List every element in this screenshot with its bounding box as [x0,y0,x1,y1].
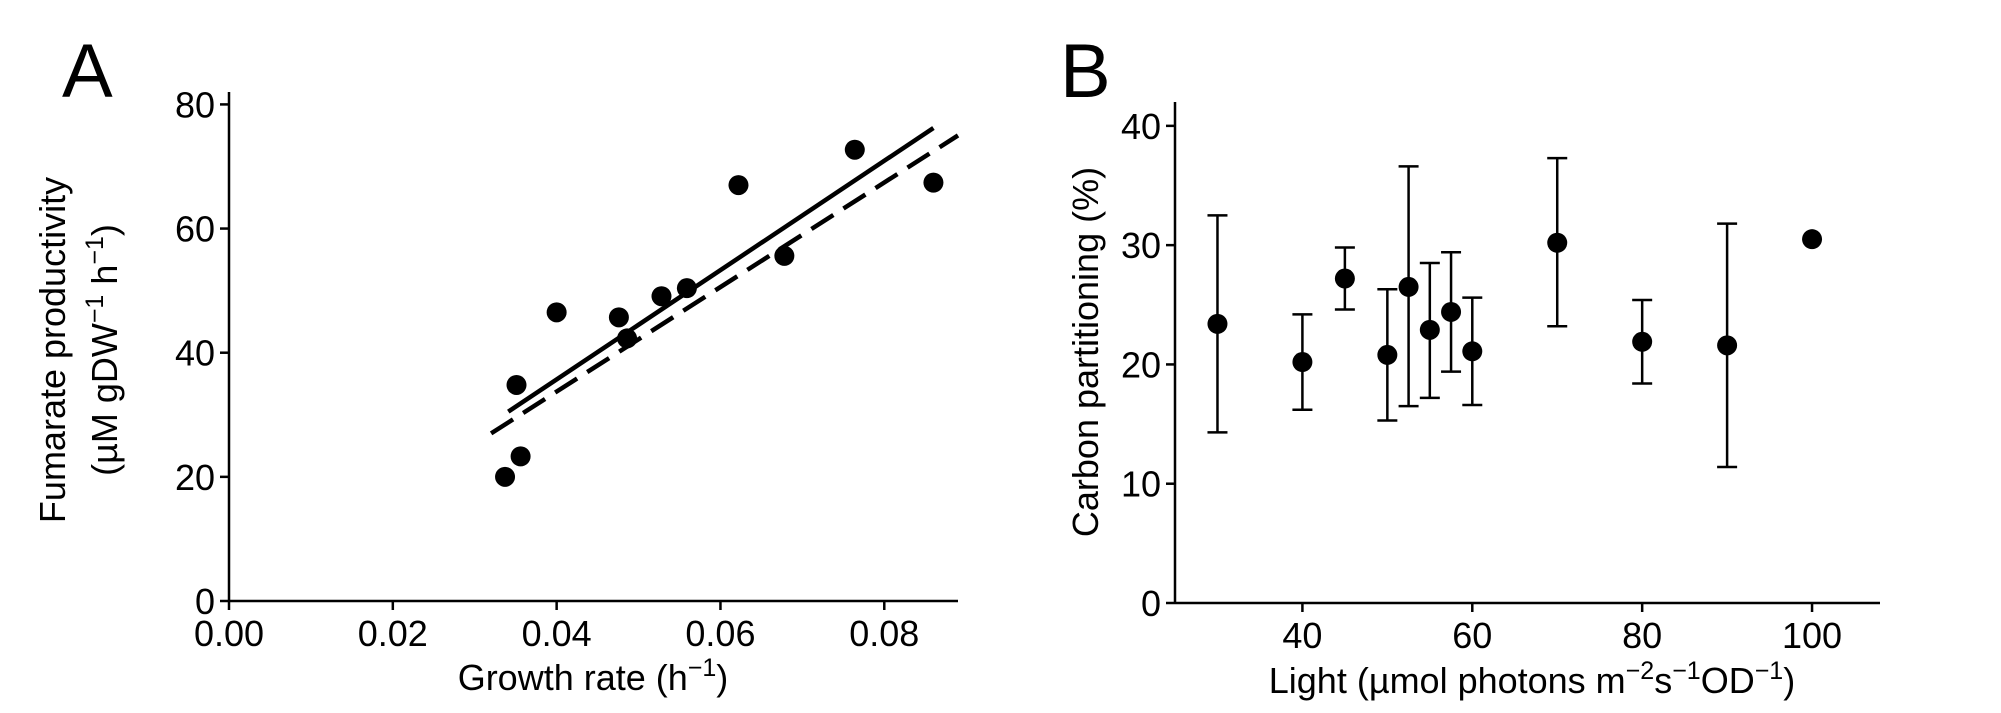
data-point [1802,229,1823,250]
data-point [1547,232,1568,253]
panel-b-xlabel-sup1: −2 [1626,657,1655,685]
data-point [651,286,672,307]
x-tick-label: 80 [1622,615,1662,656]
data-point [1717,335,1738,356]
panel-a-y-ticks: 0 20 40 60 80 [175,84,229,622]
data-point [510,446,531,467]
panel-a-y-axis-title-line2: (µM gDW−1 h−1) [81,224,125,476]
data-point [506,374,527,395]
y-tick-label: 40 [1121,106,1161,147]
data-point [495,466,516,487]
data-point [923,172,944,193]
x-tick-label: 100 [1782,615,1842,656]
panel-b-xlabel-d: ) [1783,660,1795,701]
data-point [1632,331,1653,352]
panel-a-fit-lines [489,126,960,436]
panel-b-xlabel-sup2: −1 [1672,657,1701,685]
x-tick-label: 40 [1282,615,1322,656]
panel-a-axes [227,92,958,603]
panel-a-xlabel-sup: −1 [688,654,717,682]
x-tick-label: 0.06 [685,613,755,654]
panel-b-points [1207,229,1823,373]
x-tick-label: 0.00 [194,613,264,654]
x-tick-label: 60 [1452,615,1492,656]
panel-a-xlabel-close: ) [716,657,728,698]
panel-a-y-axis-title-line1: Fumarate productivity [32,177,73,523]
data-point [1419,319,1440,340]
y-tick-label: 10 [1121,464,1161,505]
x-tick-label: 0.02 [358,613,428,654]
panel-b-error-bars [1207,156,1738,469]
y-tick-label: 80 [175,84,215,125]
data-point [1462,341,1483,362]
y-tick-label: 0 [1141,583,1161,624]
x-tick-label: 0.08 [849,613,919,654]
data-point [1207,313,1228,334]
y-tick-label: 20 [1121,344,1161,385]
y-tick-label: 0 [195,581,215,622]
panel-b: B 40 60 80 100 0 10 20 30 40 Light (µmol photon… [1060,29,1880,701]
panel-a: A 0.00 0.02 0.04 0.06 0.08 0 20 40 60 80 Growth … [32,29,960,698]
panel-a-letter: A [62,29,113,114]
data-point [676,278,697,299]
panel-b-letter: B [1060,29,1111,114]
y-tick-label: 30 [1121,225,1161,266]
panel-a-x-ticks: 0.00 0.02 0.04 0.06 0.08 [194,601,919,654]
data-point [774,245,795,266]
panel-a-ylabel-c: ) [84,224,125,236]
dashed-fit-line [489,133,960,436]
panel-a-ylabel-a: (µM gDW [84,323,125,476]
panel-b-axes [1173,102,1880,605]
solid-fit-line [507,126,935,414]
data-point [1292,352,1313,373]
data-point [1377,344,1398,365]
panel-b-y-axis-title: Carbon partitioning (%) [1065,167,1106,537]
panel-b-x-axis-title: Light (µmol photons m−2s−1OD−1) [1269,657,1795,701]
panel-b-y-ticks: 0 10 20 30 40 [1121,106,1175,624]
panel-b-xlabel-sup3: −1 [1755,657,1784,685]
data-point [608,307,629,328]
x-tick-label: 0.04 [522,613,592,654]
panel-b-xlabel-a: Light (µmol photons m [1269,660,1626,701]
data-point [1398,276,1419,297]
data-point [728,175,749,196]
data-point [546,302,567,323]
y-tick-label: 40 [175,333,215,374]
y-tick-label: 60 [175,209,215,250]
y-tick-label: 20 [175,457,215,498]
data-point [844,139,865,160]
panel-a-x-axis-title: Growth rate (h−1) [458,654,729,698]
panel-a-points [495,139,944,487]
panel-b-xlabel-c: OD [1701,660,1755,701]
panel-a-xlabel-main: Growth rate (h [458,657,688,698]
data-point [1334,268,1355,289]
panel-b-xlabel-b: s [1654,660,1672,701]
panel-a-ylabel-sup2: −1 [81,236,109,265]
data-point [617,328,638,349]
data-point [1441,301,1462,322]
panel-b-x-ticks: 40 60 80 100 [1282,603,1842,656]
panel-a-ylabel-sup1: −1 [81,295,109,324]
panel-a-ylabel-b: h [84,265,125,295]
